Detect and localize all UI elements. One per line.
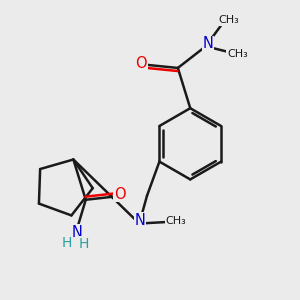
Text: O: O xyxy=(114,187,126,202)
Text: CH₃: CH₃ xyxy=(165,216,186,226)
Text: H: H xyxy=(79,237,89,251)
Text: O: O xyxy=(136,56,147,71)
Text: N: N xyxy=(72,225,83,240)
Text: CH₃: CH₃ xyxy=(227,49,248,59)
Text: N: N xyxy=(135,213,146,228)
Text: N: N xyxy=(203,36,214,51)
Text: H: H xyxy=(61,236,72,250)
Text: CH₃: CH₃ xyxy=(218,15,239,25)
